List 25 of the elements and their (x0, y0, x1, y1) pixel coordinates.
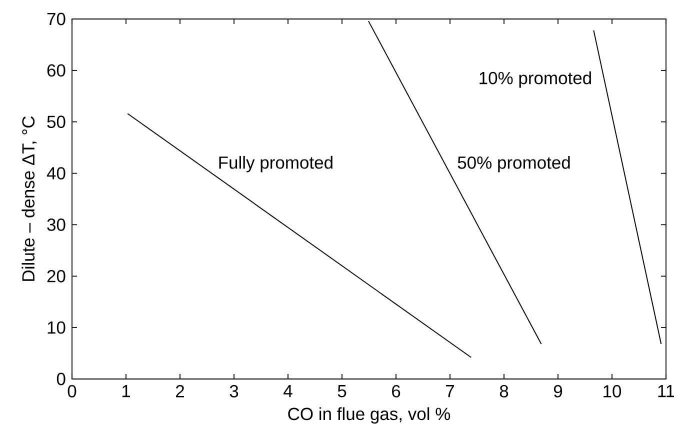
x-tick-label: 0 (68, 385, 76, 398)
x-tick-label: 4 (284, 385, 292, 398)
x-axis-title: CO in flue gas, vol % (288, 407, 450, 424)
x-tick-label: 8 (500, 385, 508, 398)
y-tick-label: 50 (47, 116, 66, 128)
x-tick-label: 10 (604, 385, 622, 398)
y-axis-title: Dilute – dense ΔT, °C (22, 116, 37, 281)
series-label: Fully promoted (219, 156, 332, 172)
series-label: 10% promoted (480, 71, 591, 88)
x-tick-label: 1 (122, 385, 130, 398)
y-tick-label: 40 (46, 167, 66, 180)
x-tick-label: 6 (392, 385, 400, 398)
x-tick-label: 11 (658, 385, 674, 398)
x-tick-label: 5 (338, 385, 346, 398)
y-tick-label: 60 (47, 64, 66, 77)
y-tick-label: 0 (56, 372, 66, 386)
y-tick-label: 20 (47, 270, 66, 282)
x-tick-label: 3 (230, 385, 238, 398)
y-tick-label: 10 (48, 321, 66, 334)
series-label: 50% promoted (458, 156, 570, 172)
x-tick-label: 7 (446, 385, 454, 398)
y-tick-label: 70 (47, 12, 66, 26)
x-tick-label: 9 (554, 385, 562, 398)
x-tick-label: 2 (176, 385, 184, 398)
y-tick-label: 30 (47, 218, 66, 231)
